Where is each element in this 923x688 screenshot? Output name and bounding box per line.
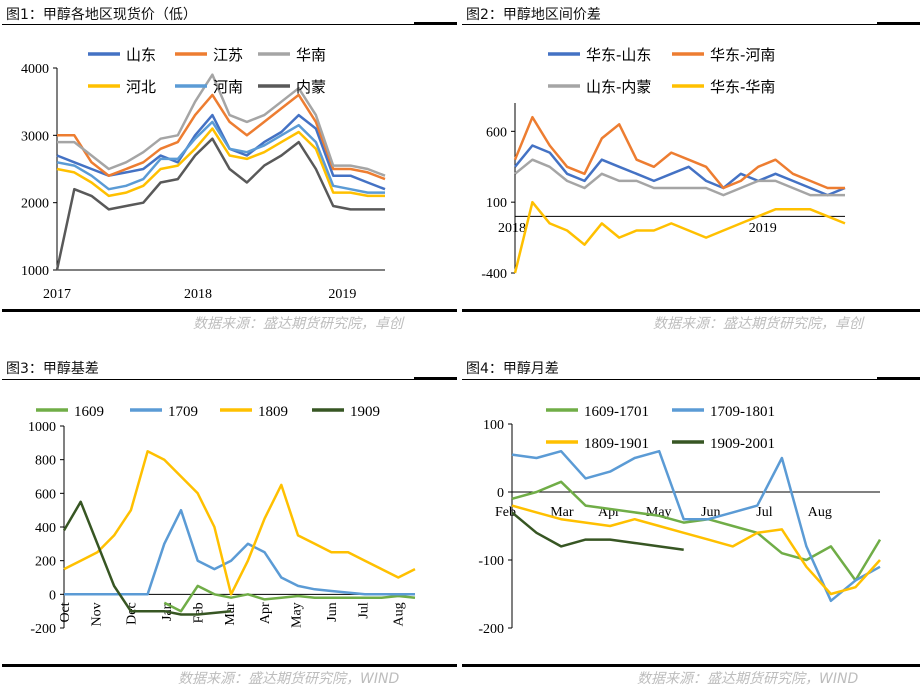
chart4-x-tick-label: Jul <box>756 505 772 520</box>
chart1-legend-label: 江苏 <box>213 46 243 64</box>
chart4-source: 数据来源：盛达期货研究院，WIND <box>637 671 859 687</box>
chart3-x-tick-label: Apr <box>258 602 273 624</box>
chart4-series-line <box>511 480 882 582</box>
chart1-x-tick-label: 2019 <box>328 287 356 302</box>
chart3-x-tick-label: Oct <box>58 602 73 622</box>
chart3-x-tick-label: Feb <box>191 602 206 623</box>
chart1-top-rule-accent <box>414 22 457 25</box>
chart3-bottom-rule <box>2 664 457 667</box>
chart3-legend-label: 1609 <box>74 404 104 420</box>
chart3-x-tick-label: May <box>290 602 305 628</box>
chart2-series-line <box>514 144 846 197</box>
chart4-y-tick-label: -100 <box>478 554 504 569</box>
chart4-y-tick-label: 0 <box>497 486 504 501</box>
chart2-legend-label: 华东-山东 <box>586 46 651 64</box>
chart3-legend-label: 1709 <box>168 404 198 420</box>
chart2-x-tick-label: 2018 <box>498 221 526 236</box>
chart4-bottom-rule <box>462 664 920 667</box>
chart1-legend-label: 河南 <box>213 78 243 96</box>
chart1-x-tick-label: 2017 <box>43 287 71 302</box>
chart4-x-tick-label: Feb <box>495 505 516 520</box>
chart3-x-tick-label: Mar <box>223 602 238 626</box>
chart1-legend-label: 山东 <box>126 46 156 64</box>
chart4-x-tick-label: Mar <box>550 505 574 520</box>
chart2-top-rule-accent <box>877 22 920 25</box>
chart1-source: 数据来源：盛达期货研究院，卓创 <box>193 316 403 332</box>
chart4-y-tick-label: 100 <box>483 418 504 433</box>
chart2-y-tick-label: -400 <box>481 267 507 282</box>
chart1-bottom-rule <box>2 309 457 312</box>
chart4-legend-label: 1909-2001 <box>710 436 775 452</box>
chart1-title: 图1：甲醇各地区现货价（低） <box>6 7 197 23</box>
chart3-legend-label: 1909 <box>350 404 380 420</box>
chart2-series-line <box>513 115 845 190</box>
chart2-legend-label: 华东-河南 <box>710 46 775 64</box>
chart2-x-tick-label: 2019 <box>749 221 777 236</box>
chart1-series-line <box>57 93 386 181</box>
chart1-series-line <box>57 73 386 177</box>
chart2-bottom-rule <box>462 309 920 312</box>
chart4-title: 图4：甲醇月差 <box>466 361 559 377</box>
chart2-series-line <box>514 158 845 197</box>
chart1-y-tick-label: 3000 <box>21 129 49 144</box>
chart4-top-rule <box>462 379 920 380</box>
chart3-legend-label: 1809 <box>258 404 288 420</box>
chart3-series-line <box>163 584 416 613</box>
chart3-y-tick-label: 600 <box>35 487 56 502</box>
chart3-x-tick-label: Aug <box>391 602 406 626</box>
chart3-y-tick-label: 800 <box>35 454 56 469</box>
chart4-top-rule-accent <box>877 377 920 380</box>
chart1-series-line <box>56 127 385 198</box>
chart2-y-tick-label: 600 <box>486 125 507 140</box>
chart1-y-tick-label: 4000 <box>21 62 49 77</box>
chart4-legend-label: 1809-1901 <box>584 436 649 452</box>
chart3-x-tick-label: Jun <box>325 602 340 621</box>
chart2-series-line <box>513 200 846 274</box>
chart4-series-line <box>511 511 684 552</box>
chart3-top-rule <box>2 379 457 380</box>
chart1-top-rule <box>2 24 457 25</box>
chart4-y-tick-label: -200 <box>478 622 504 637</box>
chart4-legend-label: 1609-1701 <box>584 404 649 420</box>
chart1-y-tick-label: 1000 <box>21 264 49 279</box>
chart1-legend-label: 华南 <box>296 46 326 64</box>
chart4-series-line <box>511 504 881 596</box>
chart1-legend-label: 河北 <box>126 78 156 96</box>
chart3-top-rule-accent <box>414 377 457 380</box>
chart3-x-tick-label: Jul <box>356 602 371 618</box>
chart2-legend-label: 山东-内蒙 <box>586 78 651 96</box>
chart4-x-tick-label: Aug <box>808 505 832 520</box>
chart4-series-line <box>511 449 881 603</box>
chart1-series-line <box>55 137 385 271</box>
chart2-top-rule <box>462 24 920 25</box>
chart3-series-line <box>63 450 416 596</box>
chart3-series-line <box>64 508 415 596</box>
chart3-y-tick-label: 200 <box>35 555 56 570</box>
chart1-series-line <box>56 120 385 194</box>
chart4-legend-label: 1709-1801 <box>710 404 775 420</box>
chart3-y-tick-label: 400 <box>35 521 56 536</box>
chart2-legend-label: 华东-华南 <box>710 78 775 96</box>
chart1-legend-label: 内蒙 <box>296 78 326 96</box>
chart2-title: 图2：甲醇地区间价差 <box>466 7 601 23</box>
chart2-y-tick-label: 100 <box>486 196 507 211</box>
chart3-source: 数据来源：盛达期货研究院，WIND <box>178 671 400 687</box>
chart3-x-tick-label: Nov <box>90 602 105 626</box>
chart1-x-tick-label: 2018 <box>184 287 212 302</box>
chart2-source: 数据来源：盛达期货研究院，卓创 <box>653 316 863 332</box>
chart1-y-tick-label: 2000 <box>21 197 49 212</box>
chart3-title: 图3：甲醇基差 <box>6 361 99 377</box>
chart3-y-tick-label: -200 <box>30 622 56 637</box>
chart3-y-tick-label: 0 <box>49 588 56 603</box>
chart3-y-tick-label: 1000 <box>28 420 56 435</box>
chart3-series-line <box>62 500 232 616</box>
